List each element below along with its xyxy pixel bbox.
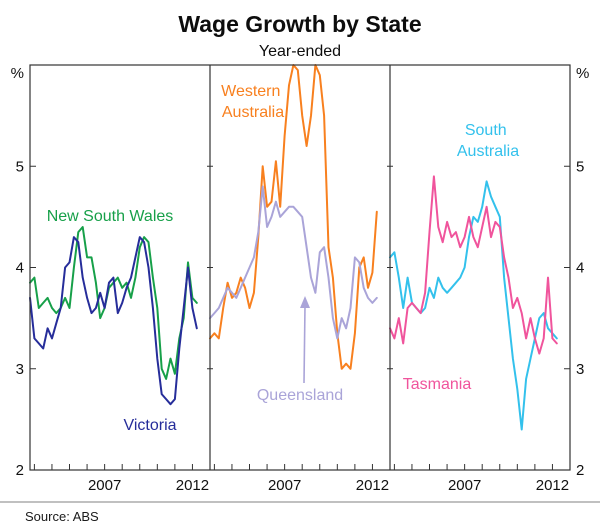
y-axis-label-left: 2 [16, 462, 24, 479]
y-axis-label-left: 4 [16, 260, 24, 277]
series-label-line: Tasmania [403, 376, 472, 393]
series-label-victoria: Victoria [123, 417, 176, 434]
y-axis-unit-right: % [576, 65, 589, 82]
chart-title: Wage Growth by State [178, 11, 421, 37]
series-label-line: South [465, 122, 507, 139]
line-queensland [209, 185, 378, 340]
x-axis-year-label: 2012 [176, 477, 209, 494]
series-label-line: Victoria [123, 417, 176, 434]
y-axis-label-right: 5 [576, 158, 584, 175]
plot-frame [29, 64, 571, 471]
x-axis-year-label: 2012 [536, 477, 569, 494]
series-label-line: Western [221, 83, 280, 100]
line-tasmania [389, 175, 558, 355]
series-layer [29, 64, 558, 431]
x-axis-year-label: 2012 [356, 477, 389, 494]
x-axis-year-label: 2007 [268, 477, 301, 494]
x-axis-year-label: 2007 [448, 477, 481, 494]
y-axis-label-right: 2 [576, 462, 584, 479]
y-axis-label-right: 3 [576, 361, 584, 378]
series-label-line: Queensland [257, 387, 343, 404]
series-label-line: New South Wales [47, 208, 174, 225]
series-label-queensland: Queensland [257, 387, 343, 404]
chart-subtitle: Year-ended [259, 43, 341, 60]
y-axis-label-right: 4 [576, 260, 584, 277]
source-note: Source: ABS [25, 509, 99, 524]
series-label-tasmania: Tasmania [403, 376, 472, 393]
series-label-line: Australia [457, 143, 519, 160]
x-axis-year-label: 2007 [88, 477, 121, 494]
series-label-line: Australia [222, 104, 284, 121]
series-label-new-south-wales: New South Wales [47, 208, 174, 225]
line-victoria [29, 236, 198, 406]
y-axis-unit-left: % [11, 65, 24, 82]
queensland-annotation-arrow [303, 305, 306, 384]
axes-layer: % % 5 5 4 4 3 3 2 2 2007 2012 2007 2012 2007 2012 [11, 65, 590, 494]
y-axis-label-left: 5 [16, 158, 24, 175]
y-axis-label-left: 3 [16, 361, 24, 378]
series-label-western-australia: Western Australia [221, 83, 285, 121]
series-label-south-australia: South Australia [457, 122, 519, 160]
queensland-annotation-arrowhead [300, 296, 310, 308]
